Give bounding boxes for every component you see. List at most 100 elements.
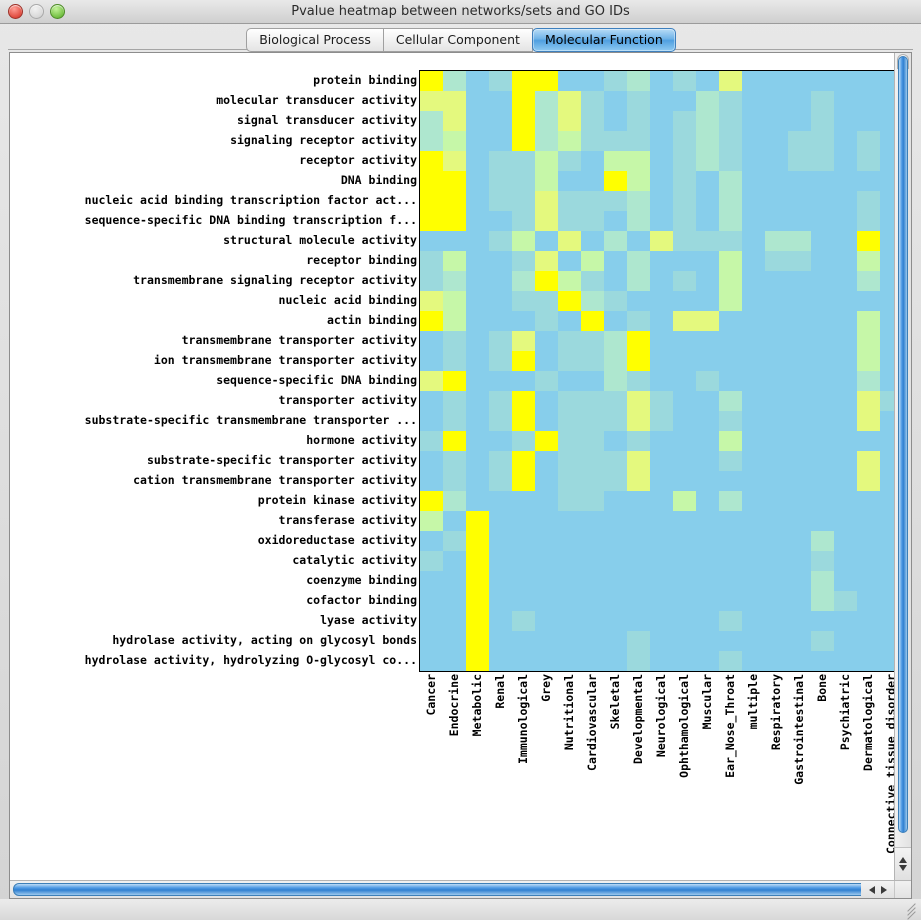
heatmap-cell[interactable] bbox=[696, 471, 719, 491]
heatmap-cell[interactable] bbox=[512, 411, 535, 431]
heatmap-cell[interactable] bbox=[420, 71, 443, 91]
heatmap-cell[interactable] bbox=[420, 91, 443, 111]
heatmap-cell[interactable] bbox=[558, 91, 581, 111]
heatmap-cell[interactable] bbox=[581, 531, 604, 551]
heatmap-cell[interactable] bbox=[696, 251, 719, 271]
heatmap-cell[interactable] bbox=[650, 571, 673, 591]
heatmap-cell[interactable] bbox=[650, 631, 673, 651]
heatmap-cell[interactable] bbox=[742, 411, 765, 431]
heatmap-cell[interactable] bbox=[673, 571, 696, 591]
heatmap-cell[interactable] bbox=[650, 151, 673, 171]
heatmap-cell[interactable] bbox=[581, 431, 604, 451]
heatmap-cell[interactable] bbox=[857, 651, 880, 671]
heatmap-cell[interactable] bbox=[489, 291, 512, 311]
heatmap-cell[interactable] bbox=[535, 311, 558, 331]
heatmap-cell[interactable] bbox=[512, 511, 535, 531]
heatmap-cell[interactable] bbox=[489, 371, 512, 391]
heatmap-cell[interactable] bbox=[604, 311, 627, 331]
heatmap-cell[interactable] bbox=[650, 171, 673, 191]
heatmap-cell[interactable] bbox=[719, 291, 742, 311]
heatmap-cell[interactable] bbox=[719, 331, 742, 351]
heatmap-cell[interactable] bbox=[696, 651, 719, 671]
heatmap-cell[interactable] bbox=[650, 111, 673, 131]
heatmap-cell[interactable] bbox=[466, 631, 489, 651]
heatmap-cell[interactable] bbox=[420, 111, 443, 131]
heatmap-cell[interactable] bbox=[627, 411, 650, 431]
heatmap-cell[interactable] bbox=[696, 631, 719, 651]
heatmap-cell[interactable] bbox=[788, 591, 811, 611]
close-button[interactable] bbox=[8, 4, 23, 19]
heatmap-cell[interactable] bbox=[604, 251, 627, 271]
heatmap-cell[interactable] bbox=[604, 591, 627, 611]
heatmap-cell[interactable] bbox=[742, 611, 765, 631]
heatmap-cell[interactable] bbox=[489, 311, 512, 331]
heatmap-cell[interactable] bbox=[443, 451, 466, 471]
heatmap-cell[interactable] bbox=[857, 451, 880, 471]
heatmap-cell[interactable] bbox=[443, 111, 466, 131]
heatmap-cell[interactable] bbox=[627, 291, 650, 311]
heatmap-cell[interactable] bbox=[512, 271, 535, 291]
heatmap-cell[interactable] bbox=[765, 251, 788, 271]
heatmap-cell[interactable] bbox=[857, 111, 880, 131]
heatmap-cell[interactable] bbox=[443, 351, 466, 371]
heatmap-cell[interactable] bbox=[443, 211, 466, 231]
heatmap-cell[interactable] bbox=[811, 331, 834, 351]
heatmap-cell[interactable] bbox=[581, 391, 604, 411]
heatmap-cell[interactable] bbox=[512, 291, 535, 311]
arrow-down-icon[interactable] bbox=[899, 865, 907, 871]
heatmap-cell[interactable] bbox=[466, 531, 489, 551]
heatmap-cell[interactable] bbox=[719, 131, 742, 151]
heatmap-cell[interactable] bbox=[443, 291, 466, 311]
heatmap-cell[interactable] bbox=[719, 91, 742, 111]
heatmap-cell[interactable] bbox=[673, 291, 696, 311]
heatmap-cell[interactable] bbox=[650, 371, 673, 391]
heatmap-cell[interactable] bbox=[512, 191, 535, 211]
heatmap-cell[interactable] bbox=[788, 191, 811, 211]
heatmap-cell[interactable] bbox=[466, 251, 489, 271]
heatmap-cell[interactable] bbox=[581, 471, 604, 491]
heatmap-cell[interactable] bbox=[788, 91, 811, 111]
heatmap-cell[interactable] bbox=[420, 551, 443, 571]
heatmap-cell[interactable] bbox=[581, 511, 604, 531]
heatmap-cell[interactable] bbox=[857, 251, 880, 271]
heatmap-cell[interactable] bbox=[443, 271, 466, 291]
heatmap-cell[interactable] bbox=[581, 651, 604, 671]
heatmap-cell[interactable] bbox=[696, 551, 719, 571]
heatmap-cell[interactable] bbox=[581, 151, 604, 171]
heatmap-cell[interactable] bbox=[719, 491, 742, 511]
heatmap-cell[interactable] bbox=[581, 591, 604, 611]
heatmap-cell[interactable] bbox=[443, 471, 466, 491]
heatmap-cell[interactable] bbox=[489, 231, 512, 251]
heatmap-cell[interactable] bbox=[811, 531, 834, 551]
heatmap-cell[interactable] bbox=[788, 171, 811, 191]
heatmap-cell[interactable] bbox=[811, 271, 834, 291]
heatmap-cell[interactable] bbox=[627, 551, 650, 571]
heatmap-cell[interactable] bbox=[650, 71, 673, 91]
heatmap-cell[interactable] bbox=[558, 331, 581, 351]
arrow-right-icon[interactable] bbox=[881, 885, 887, 894]
heatmap-cell[interactable] bbox=[489, 391, 512, 411]
heatmap-cell[interactable] bbox=[535, 531, 558, 551]
heatmap-cell[interactable] bbox=[604, 651, 627, 671]
heatmap-cell[interactable] bbox=[811, 651, 834, 671]
heatmap-cell[interactable] bbox=[420, 611, 443, 631]
heatmap-cell[interactable] bbox=[604, 171, 627, 191]
heatmap-cell[interactable] bbox=[558, 311, 581, 331]
heatmap-cell[interactable] bbox=[696, 511, 719, 531]
heatmap-cell[interactable] bbox=[857, 591, 880, 611]
heatmap-cell[interactable] bbox=[834, 491, 857, 511]
heatmap-cell[interactable] bbox=[604, 551, 627, 571]
heatmap-cell[interactable] bbox=[420, 411, 443, 431]
horizontal-scrollbar[interactable] bbox=[10, 880, 911, 898]
heatmap-cell[interactable] bbox=[719, 271, 742, 291]
heatmap-cell[interactable] bbox=[742, 591, 765, 611]
heatmap-cell[interactable] bbox=[788, 511, 811, 531]
heatmap-cell[interactable] bbox=[420, 191, 443, 211]
heatmap-cell[interactable] bbox=[581, 171, 604, 191]
heatmap-cell[interactable] bbox=[673, 191, 696, 211]
heatmap-cell[interactable] bbox=[673, 491, 696, 511]
heatmap-cell[interactable] bbox=[489, 271, 512, 291]
heatmap-cell[interactable] bbox=[673, 431, 696, 451]
heatmap-cell[interactable] bbox=[834, 611, 857, 631]
heatmap-cell[interactable] bbox=[742, 131, 765, 151]
